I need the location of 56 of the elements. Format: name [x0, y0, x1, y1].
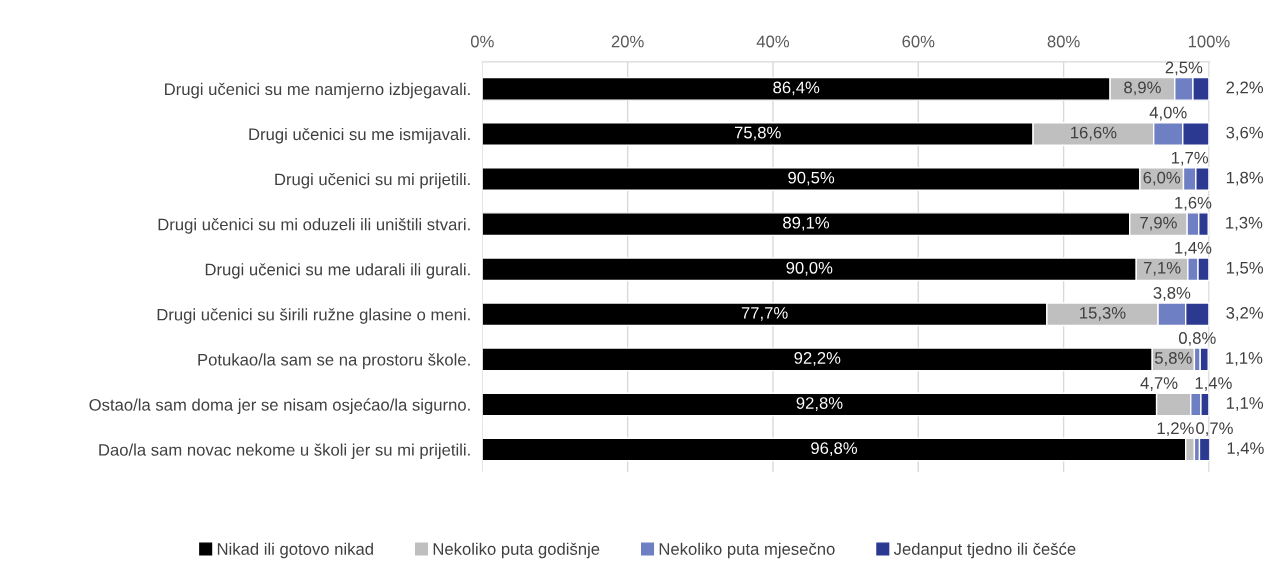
data-label: 86,4% [773, 81, 820, 96]
data-label: 77,7% [741, 307, 788, 321]
y-tick-label: Potukao/la sam se na prostoru škole. [198, 353, 470, 369]
data-label: 92,8% [796, 397, 843, 411]
data-label: 1,8% [1226, 171, 1264, 186]
legend-label: Nekoliko puta godišnje [433, 542, 600, 559]
data-label: 4,7% [1140, 377, 1178, 391]
y-tick-label: Drugi učenici su me ismijavali. [249, 127, 470, 144]
data-label: 75,8% [734, 126, 781, 141]
x-tick-label: 100% [1188, 35, 1230, 48]
data-label: 96,8% [811, 442, 858, 456]
data-label: 2,5% [1165, 61, 1203, 76]
data-label: 90,5% [788, 171, 835, 186]
legend-label: Nikad ili gotovo nikad [217, 542, 373, 559]
data-label: 1,6% [1175, 196, 1212, 211]
data-label: 8,9% [1124, 81, 1161, 96]
bar [1198, 437, 1210, 462]
data-label: 15,3% [1080, 306, 1126, 321]
x-tick-label: 0% [470, 35, 494, 48]
data-label: 2,2% [1226, 81, 1264, 96]
data-label: 0,8% [1178, 332, 1216, 346]
data-label: 1,4% [1195, 377, 1232, 391]
data-label: 1,7% [1171, 151, 1209, 166]
y-tick-label: Drugi učenici su mi oduzeli ili uništili stvari. [158, 218, 470, 234]
data-label: 1,4% [1227, 442, 1264, 456]
y-tick-label: Drugi učenici su me namjerno izbjegavali. [165, 82, 470, 99]
data-label: 92,2% [794, 352, 841, 366]
legend-label: Jedanput tjedno ili češće [893, 542, 1076, 559]
data-label: 3,8% [1153, 287, 1191, 301]
y-tick-label: Ostao/la sam doma jer se nisam osjećao/la sigurno. [89, 398, 470, 415]
x-tick-label: 60% [902, 35, 935, 48]
data-label: 1,1% [1226, 352, 1263, 366]
data-label: 89,1% [783, 216, 830, 231]
data-label: 7,1% [1143, 261, 1181, 276]
x-tick-label: 40% [756, 35, 790, 48]
legend-label: Nekoliko puta mjesečno [659, 542, 835, 559]
data-label: 7,9% [1140, 216, 1177, 231]
data-label: 1,4% [1175, 242, 1212, 256]
data-label: 1,5% [1226, 261, 1264, 276]
y-tick-label: Drugi učenici su me udarali ili gurali. [205, 263, 470, 279]
data-label: 3,2% [1226, 306, 1264, 321]
data-label: 0,7% [1196, 422, 1233, 437]
data-label: 1,1% [1226, 397, 1264, 411]
data-label: 3,6% [1226, 126, 1264, 141]
x-tick-label: 80% [1047, 35, 1080, 48]
y-tick-label: Drugi učenici su širili ružne glasine o meni. [157, 308, 470, 324]
data-label: 1,3% [1226, 216, 1263, 231]
y-tick-label: Dao/la sam novac nekome u školi jer su mi prijetili. [99, 443, 470, 460]
data-label: 1,2% [1157, 422, 1194, 437]
data-label: 5,8% [1154, 352, 1192, 366]
y-tick-label: Drugi učenici su mi prijetili. [275, 172, 470, 189]
data-label: 16,6% [1071, 126, 1117, 141]
data-label: 90,0% [786, 261, 833, 276]
data-label: 4,0% [1149, 106, 1187, 121]
x-tick-label: 20% [611, 35, 644, 48]
data-label: 6,0% [1143, 171, 1181, 186]
